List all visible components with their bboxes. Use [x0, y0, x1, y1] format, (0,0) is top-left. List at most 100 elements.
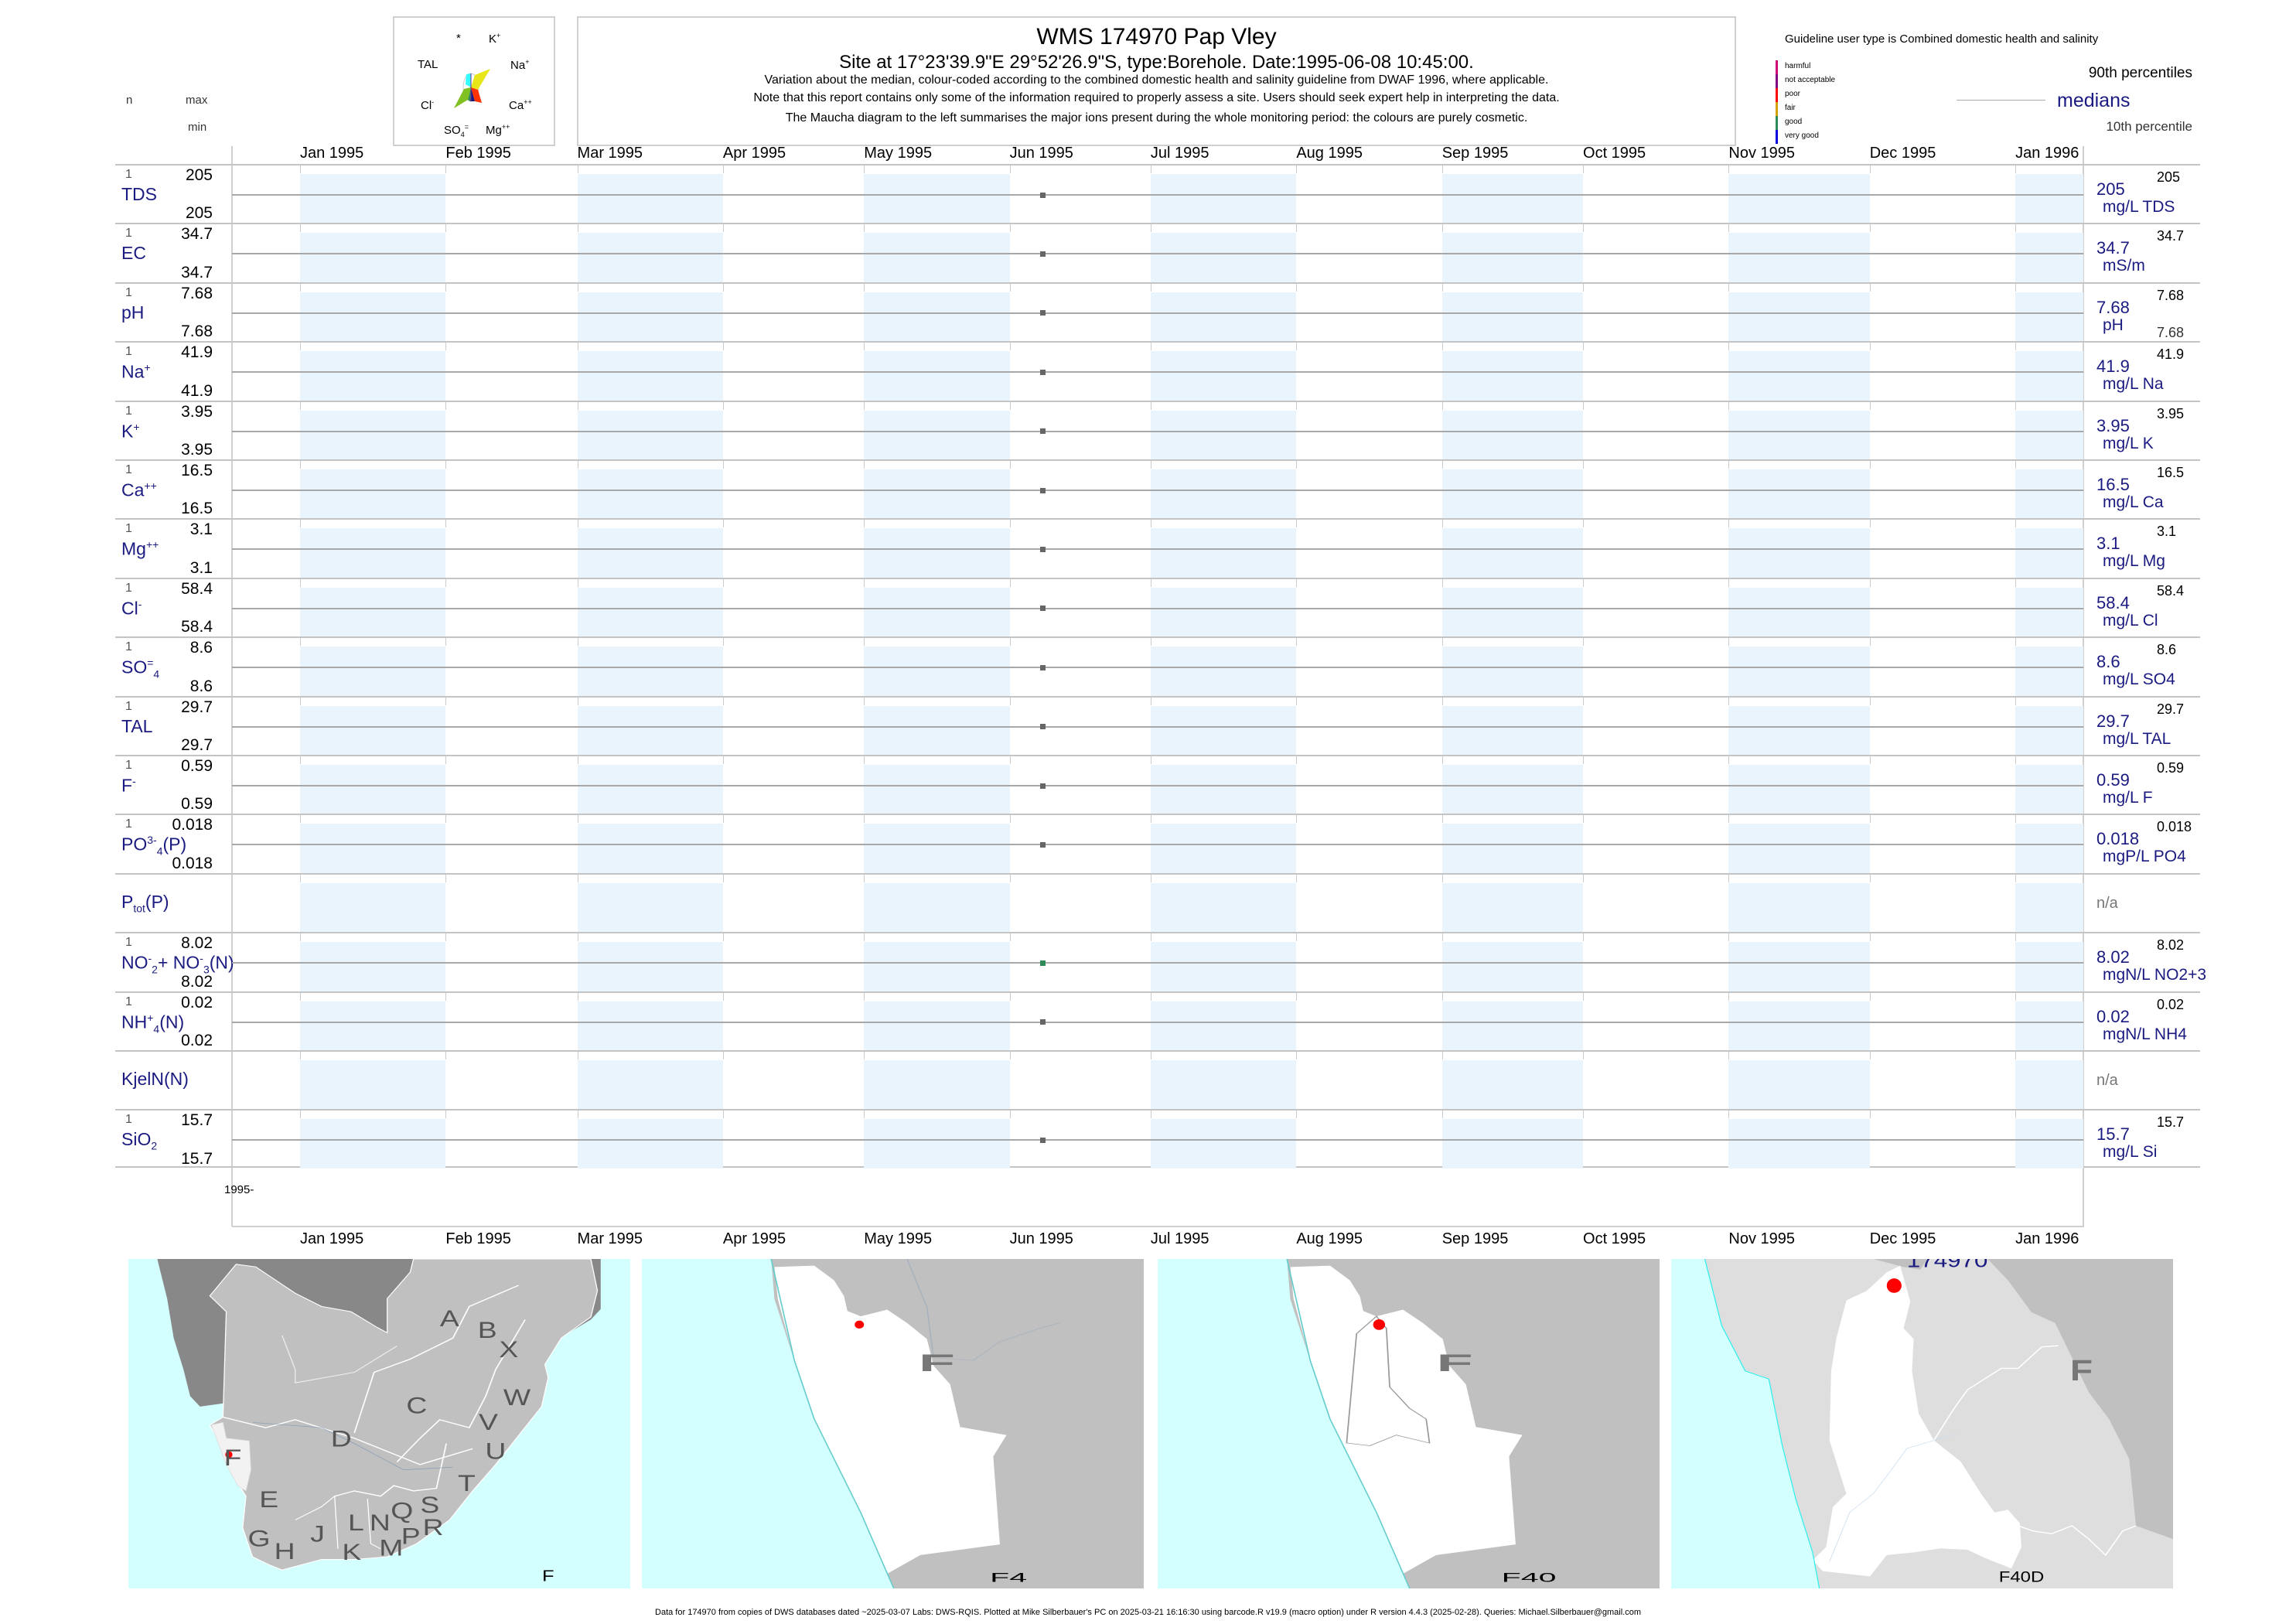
month-tick: [1583, 283, 1585, 292]
label-part: ++: [144, 479, 157, 492]
month-tick-label: Dec 1995: [1869, 1230, 1936, 1247]
label-part: -: [138, 597, 142, 610]
map-caption: F40: [1502, 1571, 1557, 1585]
sample-point[interactable]: [1039, 428, 1046, 435]
month-band: [1441, 1001, 1583, 1050]
month-tick: [864, 756, 865, 764]
month-band: [300, 410, 446, 459]
month-tick: [2015, 343, 2017, 351]
month-tick-label: Dec 1995: [1869, 145, 1936, 162]
month-band: [864, 174, 1010, 223]
catchment-letter: N: [370, 1510, 391, 1536]
month-band: [2015, 528, 2083, 578]
month-tick: [1296, 165, 1298, 173]
map-f40d-graphic: 174970 F F40D: [1704, 1259, 2173, 1588]
month-tick: [1441, 756, 1443, 764]
maucha-label-anion: *: [456, 32, 461, 45]
month-tick: [864, 520, 865, 528]
parameter-row: KjelN(N) n/a: [115, 1050, 2200, 1110]
month-band: [864, 1119, 1010, 1169]
month-tick: [722, 756, 724, 764]
parameter-row: TDS 1 205 205 205 mg/L TDS 205: [115, 164, 2200, 223]
median-line: [232, 725, 2083, 728]
month-tick: [1009, 1052, 1011, 1059]
sample-point[interactable]: [1039, 960, 1046, 966]
median-line: [232, 785, 2083, 786]
label-part: 2: [152, 963, 158, 976]
median-value: 15.7: [2096, 1124, 2130, 1145]
maucha-label-mg: Mg++: [486, 123, 510, 137]
month-band: [1441, 528, 1583, 578]
parameter-label: TDS: [121, 184, 157, 205]
sample-point[interactable]: [1039, 1137, 1046, 1143]
median-value: 16.5: [2096, 475, 2130, 494]
month-band: [1728, 1001, 1870, 1050]
sample-point[interactable]: [1039, 1019, 1046, 1025]
month-band: [1728, 410, 1870, 459]
month-tick: [1869, 992, 1871, 1001]
month-tick: [1728, 815, 1730, 824]
percentile-90-value: 16.5: [2157, 465, 2185, 480]
legend-category-label: not acceptable: [1785, 76, 1836, 84]
plot-right-border: [2083, 146, 2084, 1227]
median-value: 58.4: [2096, 592, 2130, 612]
month-tick: [1441, 343, 1443, 351]
sample-count: 1: [125, 404, 132, 418]
month-tick: [864, 578, 865, 587]
month-tick: [1296, 1052, 1298, 1059]
sample-count: 1: [125, 817, 132, 831]
sample-point[interactable]: [1039, 369, 1046, 375]
label-part: -: [132, 775, 136, 787]
month-band: [1441, 705, 1583, 755]
map-caption: F: [542, 1567, 554, 1585]
parameter-row: F- 1 0.59 0.59 0.59 mg/L F 0.59: [115, 755, 2200, 814]
catchment-letter: W: [503, 1385, 531, 1411]
month-band: [864, 351, 1010, 401]
map-f4: F F4: [642, 1259, 1144, 1588]
min-column-header: min: [188, 121, 207, 134]
month-band: [577, 587, 723, 637]
max-value: 0.018: [172, 816, 213, 834]
sample-point[interactable]: [1039, 724, 1046, 730]
month-tick: [1009, 343, 1011, 351]
year-label: 1995-: [224, 1183, 254, 1196]
month-band: [577, 1119, 723, 1169]
month-band: [1728, 705, 1870, 755]
sample-point[interactable]: [1039, 664, 1046, 670]
report-header: WMS 174970 Pap Vley Site at 17°23'39.9"E…: [577, 16, 1736, 146]
month-tick: [1296, 401, 1298, 410]
sample-point[interactable]: [1039, 310, 1046, 316]
sample-point[interactable]: [1039, 783, 1046, 789]
percentile-90-value: 8.6: [2157, 642, 2177, 658]
month-band: [1150, 587, 1297, 637]
month-tick: [722, 578, 724, 587]
month-band: [1441, 292, 1583, 342]
month-tick: [1728, 874, 1730, 882]
month-band: [2015, 942, 2083, 991]
catchment-letter: R: [423, 1515, 444, 1541]
month-band: [1441, 1060, 1583, 1110]
month-tick: [722, 283, 724, 292]
month-tick: [722, 697, 724, 705]
month-tick-label: Nov 1995: [1728, 1230, 1796, 1247]
month-tick: [1441, 933, 1443, 942]
month-tick: [2015, 401, 2017, 410]
sample-point[interactable]: [1039, 487, 1046, 493]
month-tick: [1296, 578, 1298, 587]
month-band: [864, 765, 1010, 814]
sample-point[interactable]: [1039, 546, 1046, 552]
percentile-10-value: 7.68: [2157, 325, 2185, 341]
sample-point[interactable]: [1039, 606, 1046, 612]
month-tick: [722, 461, 724, 469]
label-part: (P): [145, 891, 169, 912]
sample-point[interactable]: [1039, 251, 1046, 257]
month-tick: [445, 1111, 447, 1119]
sample-point[interactable]: [1039, 192, 1046, 198]
month-tick: [722, 165, 724, 173]
description-line-3: The Maucha diagram to the left summarise…: [785, 111, 1528, 125]
month-tick: [1869, 165, 1871, 173]
month-band: [864, 647, 1010, 696]
sample-point[interactable]: [1039, 841, 1046, 848]
median-line: [232, 1021, 2083, 1023]
month-band: [1150, 1001, 1297, 1050]
